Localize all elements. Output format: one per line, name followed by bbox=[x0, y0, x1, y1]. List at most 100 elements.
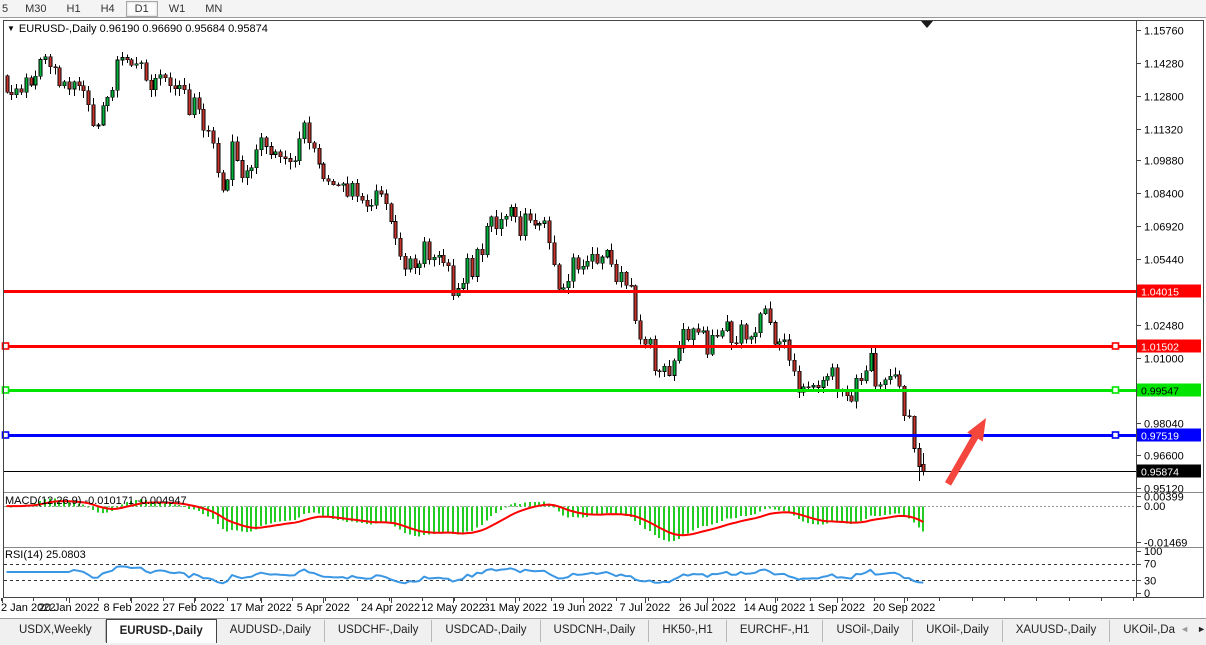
macd-histogram-bar bbox=[97, 506, 99, 513]
macd-histogram-bar bbox=[673, 506, 675, 541]
macd-histogram-bar bbox=[567, 506, 569, 518]
tab-scroll-left-icon[interactable]: ◄ bbox=[1180, 624, 1190, 634]
symbol-tab-ukoil-daily[interactable]: UKOil-,Daily bbox=[913, 620, 1003, 642]
candle-bull bbox=[475, 248, 480, 277]
candle-bear bbox=[206, 129, 211, 132]
candle-bull bbox=[763, 308, 768, 314]
candle-bull bbox=[821, 379, 826, 388]
macd-histogram-bar bbox=[678, 506, 680, 540]
macd-histogram-bar bbox=[874, 506, 876, 516]
timeframe-button-mn[interactable]: MN bbox=[205, 2, 223, 15]
candle-bear bbox=[235, 141, 240, 161]
hline-handle-left[interactable] bbox=[1, 386, 10, 394]
macd-histogram-bar bbox=[706, 506, 708, 527]
time-axis-tick-label: 1 Sep 2022 bbox=[809, 602, 865, 614]
rsi-axis-label: 100 bbox=[1144, 546, 1162, 558]
candle-bear bbox=[576, 257, 581, 270]
candle-bear bbox=[403, 255, 408, 270]
candle-bull bbox=[869, 352, 874, 372]
tab-scroll-right-icon[interactable]: ► bbox=[1197, 624, 1206, 634]
candle-bear bbox=[859, 378, 864, 381]
candle-bear bbox=[451, 265, 456, 296]
trend-arrow-annotation-icon[interactable] bbox=[940, 414, 994, 489]
price-axis-tick-label: 1.08400 bbox=[1144, 189, 1184, 201]
macd-histogram-bar bbox=[433, 506, 435, 534]
candle-bull bbox=[230, 141, 235, 181]
chart-plot-area[interactable] bbox=[3, 20, 1204, 597]
candle-bull bbox=[777, 341, 782, 345]
candle-bear bbox=[336, 184, 341, 186]
candle-bull bbox=[504, 216, 509, 220]
candle-bull bbox=[101, 105, 106, 126]
candle-bear bbox=[624, 272, 629, 286]
time-axis-tick-label: 12 May 2022 bbox=[421, 602, 485, 614]
timeframe-button-m5-partial[interactable]: 5 bbox=[2, 2, 9, 15]
hline-handle-right[interactable] bbox=[1111, 342, 1120, 350]
candle-bull bbox=[245, 170, 250, 178]
candle-bear bbox=[48, 56, 53, 67]
candle-bear bbox=[240, 160, 245, 178]
candle-bear bbox=[912, 416, 917, 449]
price-axis-tick-label: 1.09880 bbox=[1144, 156, 1184, 168]
candle-bear bbox=[269, 146, 274, 155]
candle-bear bbox=[667, 366, 672, 376]
macd-histogram-bar bbox=[788, 506, 790, 513]
symbol-tab-ukoil-da[interactable]: UKOil-,Da bbox=[1123, 624, 1175, 636]
price-axis-badge-label: 1.01502 bbox=[1141, 342, 1179, 354]
timeframe-button-d1[interactable]: D1 bbox=[125, 0, 158, 17]
symbol-tab-usdchf-daily[interactable]: USDCHF-,Daily bbox=[325, 620, 433, 642]
macd-histogram-bar bbox=[639, 506, 641, 526]
rsi-axis-label: 30 bbox=[1144, 575, 1156, 587]
candle-bear bbox=[513, 206, 518, 218]
hline-handle-right[interactable] bbox=[1111, 431, 1120, 439]
macd-histogram-bar bbox=[884, 506, 886, 516]
macd-histogram-bar bbox=[922, 506, 924, 532]
macd-histogram-bar bbox=[193, 506, 195, 510]
candle-bull bbox=[883, 379, 888, 385]
candle-bear bbox=[355, 182, 360, 197]
price-axis-tick-label: 0.98040 bbox=[1144, 419, 1184, 431]
symbol-tab-usdx-weekly[interactable]: USDX,Weekly bbox=[6, 620, 106, 642]
candle-bear bbox=[19, 88, 24, 93]
macd-histogram-bar bbox=[63, 500, 65, 507]
symbol-tab-audusd-daily[interactable]: AUDUSD-,Daily bbox=[217, 620, 325, 642]
time-axis[interactable] bbox=[3, 598, 1136, 617]
candle-bear bbox=[849, 395, 854, 402]
macd-histogram-bar bbox=[841, 506, 843, 523]
hline-handle-left[interactable] bbox=[1, 342, 10, 350]
timeframe-button-w1[interactable]: W1 bbox=[168, 2, 186, 15]
symbol-tab-eurchf-h1[interactable]: EURCHF-,H1 bbox=[727, 620, 824, 642]
macd-histogram-bar bbox=[692, 506, 694, 531]
hline-handle-left[interactable] bbox=[1, 431, 10, 439]
timeframe-button-h4[interactable]: H4 bbox=[100, 2, 115, 15]
candle-bull bbox=[600, 256, 605, 264]
hline-handle-right[interactable] bbox=[1111, 386, 1120, 394]
macd-histogram-bar bbox=[447, 506, 449, 533]
candle-bear bbox=[398, 238, 403, 257]
macd-histogram-bar bbox=[586, 506, 588, 517]
symbol-tab-usdcnh-daily[interactable]: USDCNH-,Daily bbox=[541, 620, 650, 642]
macd-histogram-bar bbox=[615, 506, 617, 515]
macd-histogram-bar bbox=[78, 503, 80, 507]
candle-bear bbox=[792, 359, 797, 372]
macd-histogram-bar bbox=[879, 506, 881, 516]
macd-histogram-bar bbox=[409, 506, 411, 535]
candle-bull bbox=[62, 81, 67, 86]
candle-bear bbox=[835, 367, 840, 392]
symbol-tab-xauusd-daily[interactable]: XAUUSD-,Daily bbox=[1003, 620, 1111, 642]
macd-histogram-bar bbox=[774, 506, 776, 510]
price-axis[interactable] bbox=[1137, 20, 1203, 597]
symbol-tab-eurusd-daily[interactable]: EURUSD-,Daily bbox=[105, 619, 217, 643]
chart-shift-marker-icon[interactable] bbox=[921, 21, 933, 28]
timeframe-button-m30[interactable]: M30 bbox=[25, 2, 47, 15]
symbol-tab-usdcad-daily[interactable]: USDCAD-,Daily bbox=[432, 620, 541, 642]
candle-bear bbox=[696, 328, 701, 333]
candle-bear bbox=[326, 178, 331, 182]
symbol-tab-usoil-daily[interactable]: USOil-,Daily bbox=[823, 620, 914, 642]
macd-histogram-bar bbox=[294, 506, 296, 521]
chart-dropdown-icon[interactable]: ▼ bbox=[7, 24, 15, 33]
symbol-tab-hk50-h1[interactable]: HK50-,H1 bbox=[649, 620, 727, 642]
timeframe-button-h1[interactable]: H1 bbox=[66, 2, 81, 15]
candle-bear bbox=[81, 85, 86, 92]
candle-bull bbox=[115, 59, 120, 91]
